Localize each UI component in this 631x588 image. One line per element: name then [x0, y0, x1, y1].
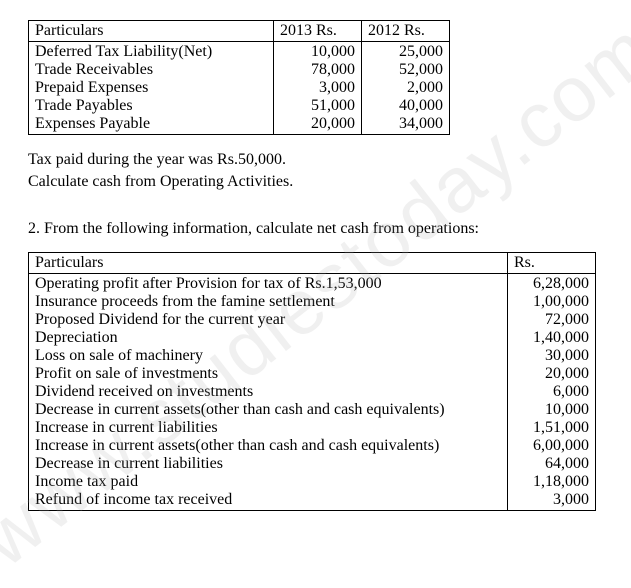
- cell-text: Income tax paid: [35, 473, 501, 491]
- table-2-header-particulars: Particulars: [29, 253, 508, 274]
- table-1-2012-cell: 25,000 52,000 2,000 40,000 34,000: [362, 42, 450, 135]
- table-2: Particulars Rs. Operating profit after P…: [28, 252, 596, 511]
- cell-text: 25,000: [368, 43, 443, 61]
- table-1-header-2012: 2012 Rs.: [362, 21, 450, 42]
- cell-text: Increase in current assets(other than ca…: [35, 437, 501, 455]
- cell-text: Depreciation: [35, 329, 501, 347]
- table-1-labels-cell: Deferred Tax Liability(Net) Trade Receiv…: [29, 42, 274, 135]
- cell-text: Prepaid Expenses: [35, 79, 267, 97]
- cell-text: 20,000: [514, 365, 589, 383]
- table-1: Particulars 2013 Rs. 2012 Rs. Deferred T…: [28, 20, 450, 135]
- cell-text: 72,000: [514, 311, 589, 329]
- table-1-data-row: Deferred Tax Liability(Net) Trade Receiv…: [29, 42, 450, 135]
- cell-text: 20,000: [280, 115, 355, 133]
- cell-text: Profit on sale of investments: [35, 365, 501, 383]
- cell-text: 40,000: [368, 97, 443, 115]
- cell-text: Decrease in current assets(other than ca…: [35, 401, 501, 419]
- cell-text: 3,000: [280, 79, 355, 97]
- cell-text: 34,000: [368, 115, 443, 133]
- cell-text: Decrease in current liabilities: [35, 455, 501, 473]
- cell-text: 2,000: [368, 79, 443, 97]
- table-1-header-2013: 2013 Rs.: [274, 21, 362, 42]
- table-2-header-row: Particulars Rs.: [29, 253, 596, 274]
- cell-text: Deferred Tax Liability(Net): [35, 43, 267, 61]
- table-2-header-rs: Rs.: [508, 253, 596, 274]
- tax-paid-text: Tax paid during the year was Rs.50,000.: [28, 149, 603, 171]
- question-2-text: 2. From the following information, calcu…: [28, 220, 603, 238]
- cell-text: 1,18,000: [514, 473, 589, 491]
- table-1-2013-cell: 10,000 78,000 3,000 51,000 20,000: [274, 42, 362, 135]
- cell-text: Loss on sale of machinery: [35, 347, 501, 365]
- cell-text: Refund of income tax received: [35, 491, 501, 509]
- table-2-values-cell: 6,28,000 1,00,000 72,000 1,40,000 30,000…: [508, 274, 596, 511]
- cell-text: Expenses Payable: [35, 115, 267, 133]
- cell-text: 3,000: [514, 491, 589, 509]
- cell-text: Proposed Dividend for the current year: [35, 311, 501, 329]
- calculate-instruction: Calculate cash from Operating Activities…: [28, 171, 603, 193]
- cell-text: 6,28,000: [514, 275, 589, 293]
- paragraph-block-1: Tax paid during the year was Rs.50,000. …: [28, 149, 603, 192]
- cell-text: 51,000: [280, 97, 355, 115]
- table-1-header-particulars: Particulars: [29, 21, 274, 42]
- cell-text: Increase in current liabilities: [35, 419, 501, 437]
- cell-text: 1,40,000: [514, 329, 589, 347]
- cell-text: Operating profit after Provision for tax…: [35, 275, 501, 293]
- cell-text: 10,000: [514, 401, 589, 419]
- cell-text: 52,000: [368, 61, 443, 79]
- cell-text: Trade Receivables: [35, 61, 267, 79]
- table-2-labels-cell: Operating profit after Provision for tax…: [29, 274, 508, 511]
- cell-text: 64,000: [514, 455, 589, 473]
- cell-text: 6,000: [514, 383, 589, 401]
- cell-text: 30,000: [514, 347, 589, 365]
- cell-text: Trade Payables: [35, 97, 267, 115]
- cell-text: 78,000: [280, 61, 355, 79]
- cell-text: 6,00,000: [514, 437, 589, 455]
- cell-text: Insurance proceeds from the famine settl…: [35, 293, 501, 311]
- cell-text: 10,000: [280, 43, 355, 61]
- cell-text: Dividend received on investments: [35, 383, 501, 401]
- cell-text: 1,00,000: [514, 293, 589, 311]
- cell-text: 1,51,000: [514, 419, 589, 437]
- table-2-data-row: Operating profit after Provision for tax…: [29, 274, 596, 511]
- table-1-header-row: Particulars 2013 Rs. 2012 Rs.: [29, 21, 450, 42]
